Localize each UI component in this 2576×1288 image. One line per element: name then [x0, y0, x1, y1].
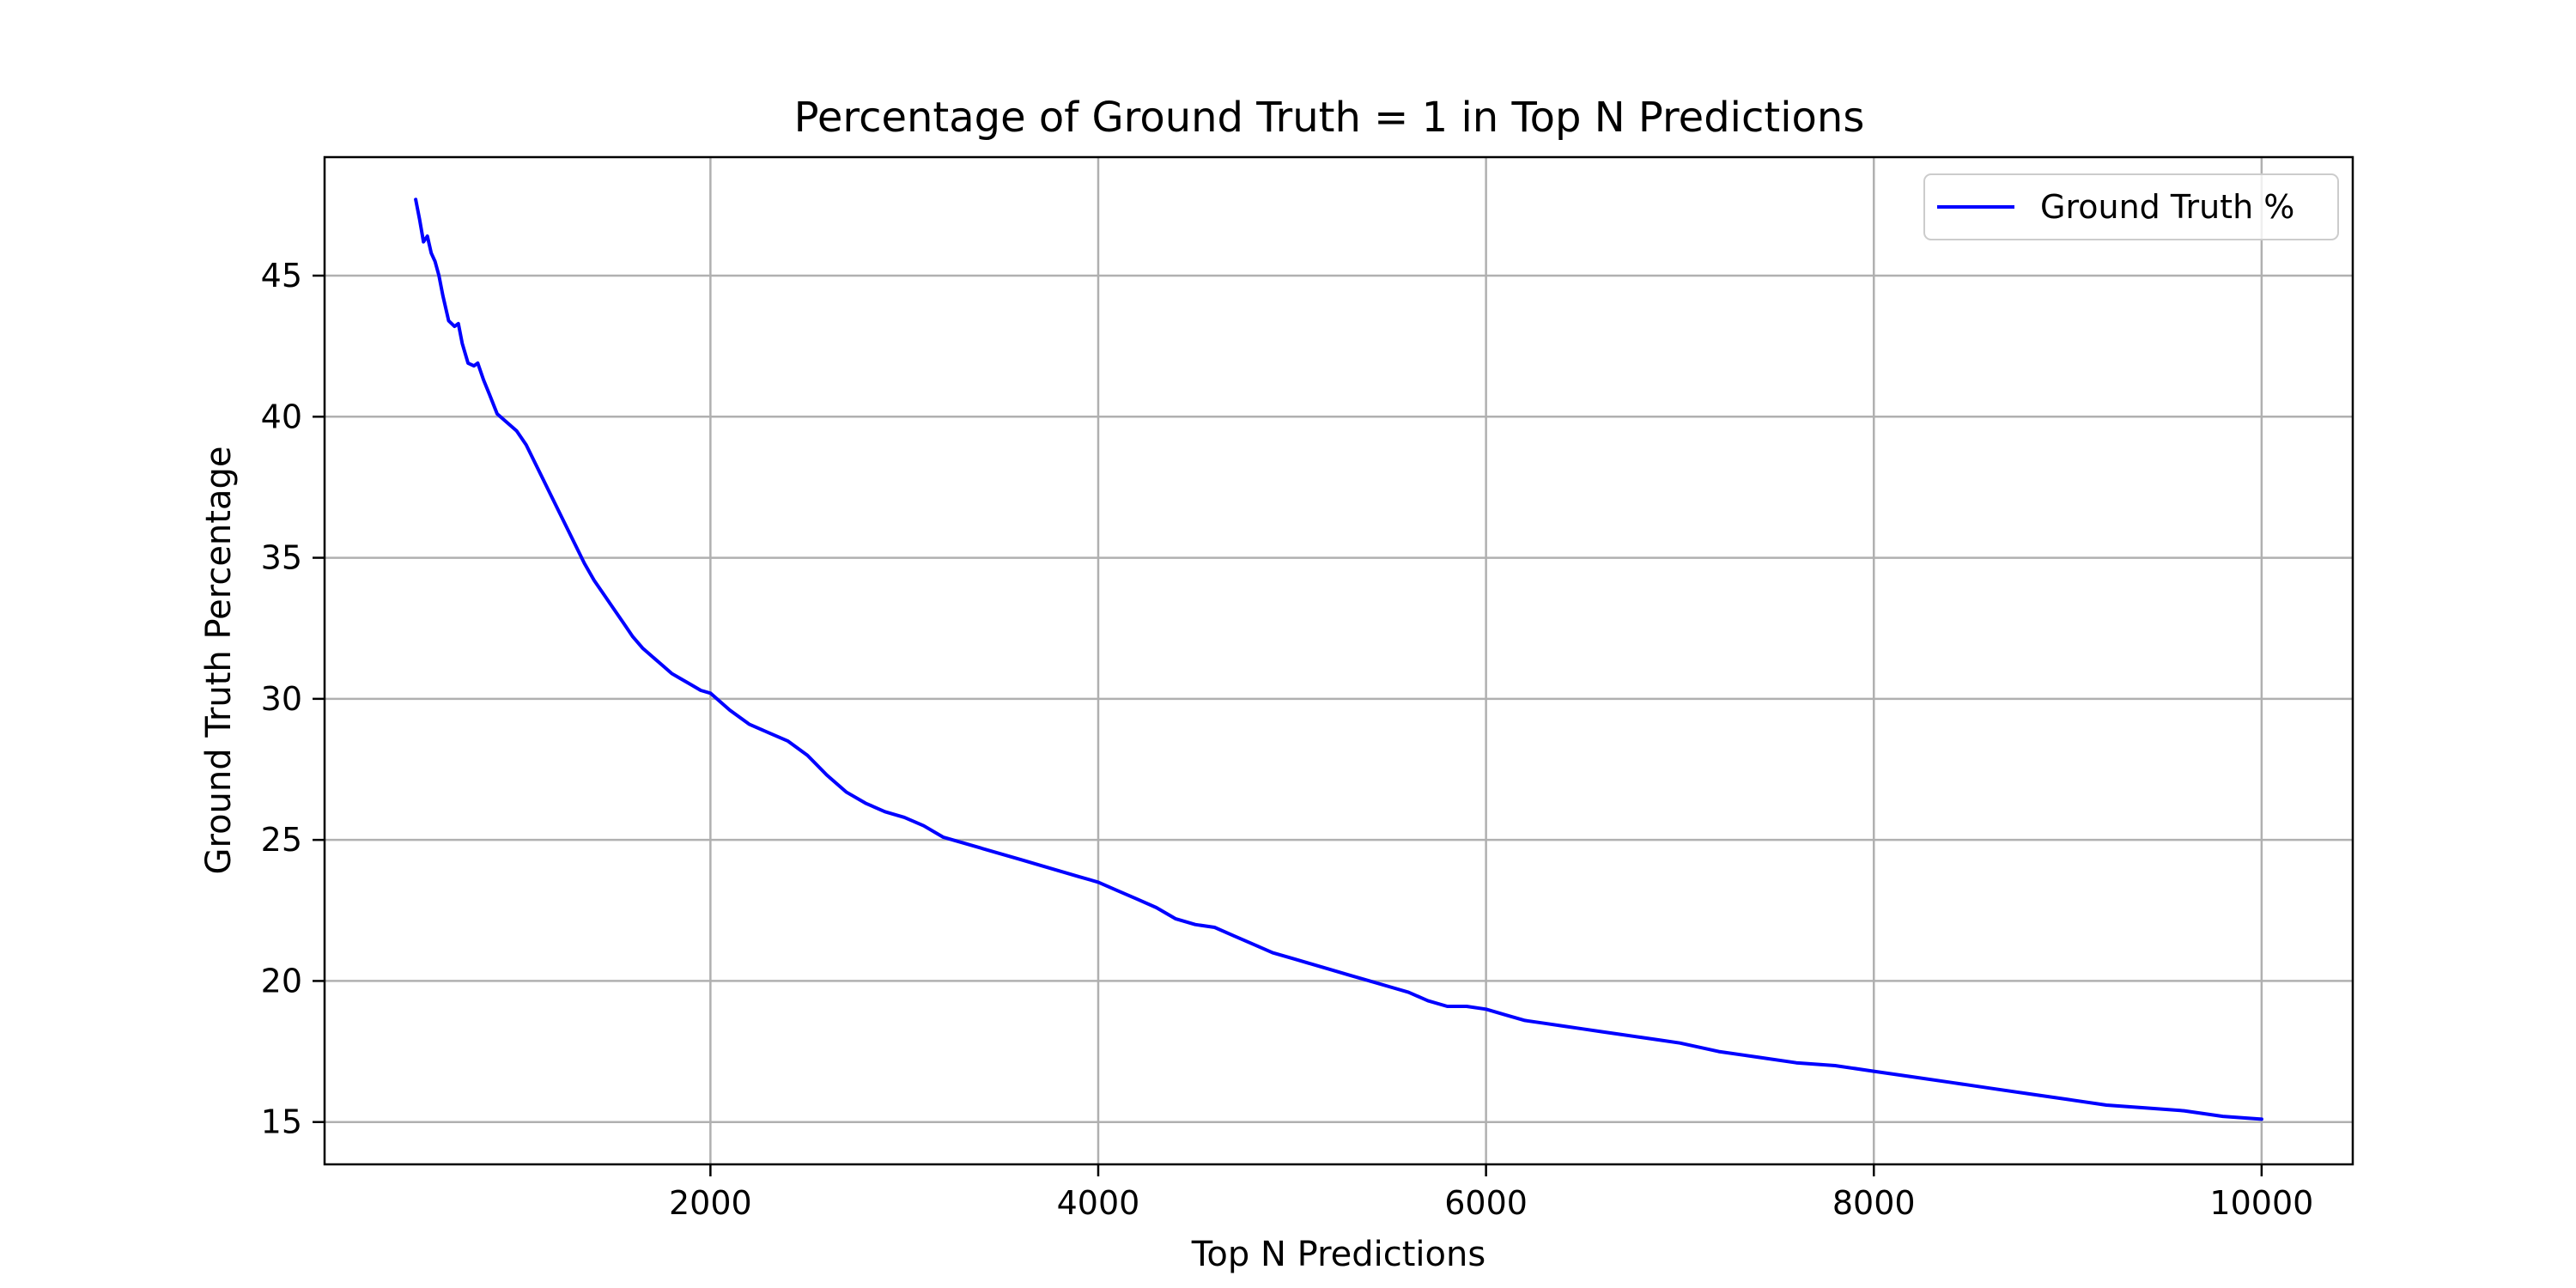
y-tick-label-4: 35 — [261, 539, 302, 577]
x-tick-label-3: 8000 — [1832, 1184, 1916, 1222]
y-axis-label: Ground Truth Percentage — [199, 447, 239, 875]
series-layer — [414, 197, 2263, 1121]
y-axis-ticks: 15 20 25 30 35 40 45 — [261, 257, 325, 1141]
grid-lines — [325, 157, 2353, 1164]
series-line-0 — [414, 197, 2263, 1121]
plot-area-frame — [323, 155, 2354, 1166]
legend-box — [1923, 173, 2339, 240]
legend: Ground Truth % — [1923, 173, 2339, 240]
y-tick-label-0: 15 — [261, 1103, 302, 1141]
x-tick-label-2: 6000 — [1444, 1184, 1528, 1222]
legend-entry-label: Ground Truth % — [2040, 188, 2294, 226]
y-tick-label-5: 40 — [261, 398, 302, 435]
x-axis-label: Top N Predictions — [1191, 1235, 1485, 1274]
y-tick-label-2: 25 — [261, 821, 302, 859]
x-tick-label-0: 2000 — [669, 1184, 752, 1222]
y-tick-label-1: 20 — [261, 962, 302, 999]
x-tick-label-4: 10000 — [2209, 1184, 2313, 1222]
y-tick-label-6: 45 — [261, 257, 302, 295]
y-tick-label-3: 30 — [261, 680, 302, 718]
x-axis-ticks: 2000 4000 6000 8000 10000 — [669, 1164, 2313, 1222]
x-tick-label-1: 4000 — [1057, 1184, 1140, 1222]
chart-title: Percentage of Ground Truth = 1 in Top N … — [794, 94, 1865, 142]
